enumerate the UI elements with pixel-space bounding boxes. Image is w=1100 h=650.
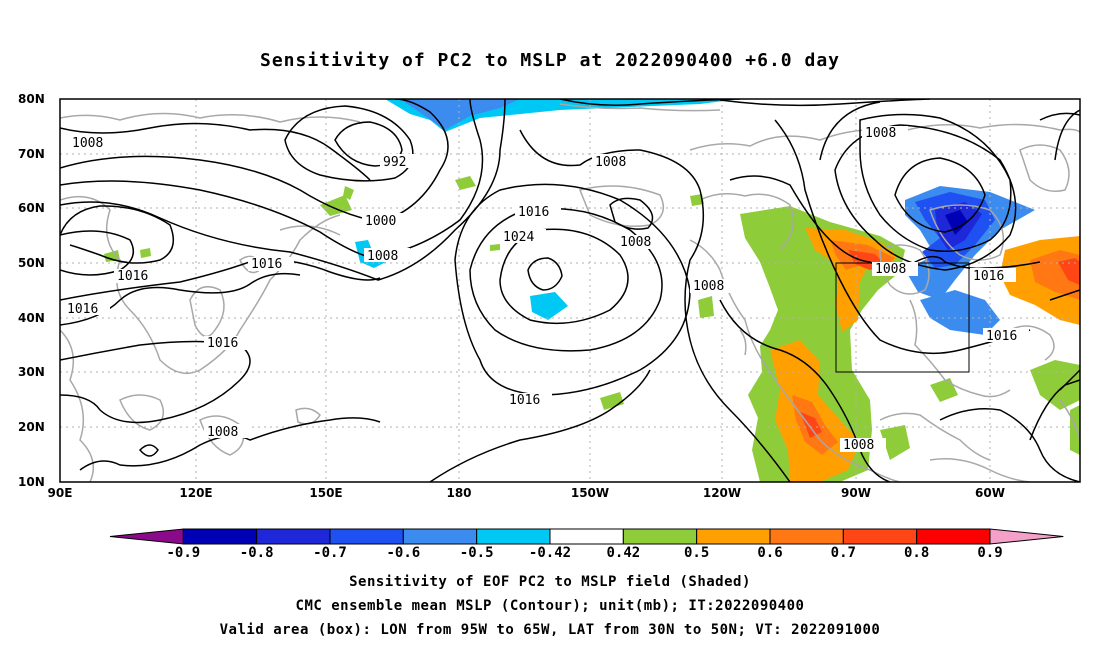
map-frame <box>59 98 1081 483</box>
caption-line-2: CMC ensemble mean MSLP (Contour); unit(m… <box>295 598 805 614</box>
contour-label: 1016 <box>970 268 1016 284</box>
caption-line-3: Valid area (box): LON from 95W to 65W, L… <box>219 622 881 638</box>
lon-label: 90W <box>841 486 871 500</box>
contour-label: 1016 <box>515 205 561 220</box>
colorbar-label: 0.42 <box>606 545 641 561</box>
contour-label: 1008 <box>616 235 662 250</box>
colorbar-label: -0.42 <box>528 545 572 561</box>
contour-label-text: 1008 <box>367 249 398 264</box>
colorbar-cell <box>989 528 1064 545</box>
colorbar-cell <box>109 528 184 545</box>
grid-lines <box>60 99 1080 482</box>
contour-label: 1000 <box>362 213 408 229</box>
colorbar-cell <box>769 528 844 545</box>
contour-label: 1008 <box>364 248 410 264</box>
lat-label: 70N <box>18 147 45 161</box>
contour-label: 1008 <box>690 279 736 294</box>
colorbar-label: 0.9 <box>977 545 1003 561</box>
lat-label: 60N <box>18 201 45 215</box>
lat-label: 10N <box>18 475 45 489</box>
contour-label: 1016 <box>248 257 294 272</box>
colorbar-cell <box>622 528 698 545</box>
colorbar-cell <box>476 528 551 545</box>
contour-label-text: 1016 <box>251 257 282 272</box>
contour-label: 1016 <box>506 393 552 408</box>
colorbar-label: 0.7 <box>830 545 856 561</box>
colorbar-cell <box>696 528 771 545</box>
colorbar-cell <box>549 528 624 545</box>
lon-label: 120W <box>702 486 742 500</box>
contour-label-text: 1008 <box>693 279 724 294</box>
colorbar-cell <box>402 528 478 545</box>
contour-label: 1016 <box>64 301 110 317</box>
contour-label: 1016 <box>204 336 250 351</box>
lat-label: 50N <box>18 256 45 270</box>
lon-label: 90E <box>47 486 73 500</box>
colorbar-cell <box>182 528 258 545</box>
colorbar-label: 0.6 <box>757 545 783 561</box>
contour-label-text: 1016 <box>518 205 549 220</box>
contour-label: 1008 <box>69 136 115 151</box>
lat-label: 20N <box>18 420 45 434</box>
colorbar-cell <box>329 528 404 545</box>
colorbar-cell <box>842 528 918 545</box>
caption-line-1: Sensitivity of EOF PC2 to MSLP field (Sh… <box>349 574 751 590</box>
contour-label-text: 1016 <box>509 393 540 408</box>
contour-label-text: 1008 <box>875 262 906 277</box>
contour-label: 1008 <box>872 262 918 277</box>
contour-label-text: 1024 <box>503 230 534 245</box>
contour-label-text: 1016 <box>986 329 1017 344</box>
contour-label: 1024 <box>500 229 546 245</box>
contour-label-text: 1008 <box>207 425 238 440</box>
lat-label: 30N <box>18 365 45 379</box>
contour-label-text: 1016 <box>207 336 238 351</box>
colorbar-label: -0.8 <box>239 545 274 561</box>
colorbar-label: -0.7 <box>313 545 347 561</box>
map-title: Sensitivity of PC2 to MSLP at 2022090400… <box>259 50 840 71</box>
contour-label: 1016 <box>983 328 1029 344</box>
colorbar-label: -0.6 <box>386 545 421 561</box>
lon-label: 150E <box>309 486 343 500</box>
contour-label: 1008 <box>204 424 250 440</box>
contour-label: 1016 <box>114 269 160 284</box>
colorbar-label: 0.8 <box>904 545 930 561</box>
contour-label-text: 992 <box>383 155 406 170</box>
contour-label-text: 1008 <box>865 126 896 141</box>
lon-label: 120E <box>179 486 213 500</box>
colorbar-cell <box>916 528 991 545</box>
contour-label: 1008 <box>592 154 638 170</box>
contour-label: 1008 <box>840 438 886 453</box>
lat-label: 40N <box>18 311 45 325</box>
mslp-contours <box>60 99 1080 482</box>
lon-label: 60W <box>975 486 1005 500</box>
lon-label: 180 <box>446 486 472 500</box>
contour-label-text: 1008 <box>72 136 103 151</box>
contour-label-text: 1008 <box>620 235 651 250</box>
contour-label-text: 1008 <box>843 438 874 453</box>
lat-label: 80N <box>18 92 45 106</box>
contour-label-text: 1016 <box>117 269 148 284</box>
contour-label-text: 1000 <box>365 214 396 229</box>
contour-label: 992 <box>380 154 418 170</box>
colorbar-label: 0.5 <box>684 545 710 561</box>
contour-label-text: 1016 <box>67 302 98 317</box>
lon-label: 150W <box>570 486 610 500</box>
contour-label-text: 1008 <box>595 155 626 170</box>
contour-label-text: 1016 <box>973 269 1004 284</box>
contour-label: 1008 <box>862 126 908 141</box>
colorbar-label: -0.5 <box>459 545 494 561</box>
colorbar-label: -0.9 <box>166 545 201 561</box>
colorbar-cell <box>256 528 331 545</box>
